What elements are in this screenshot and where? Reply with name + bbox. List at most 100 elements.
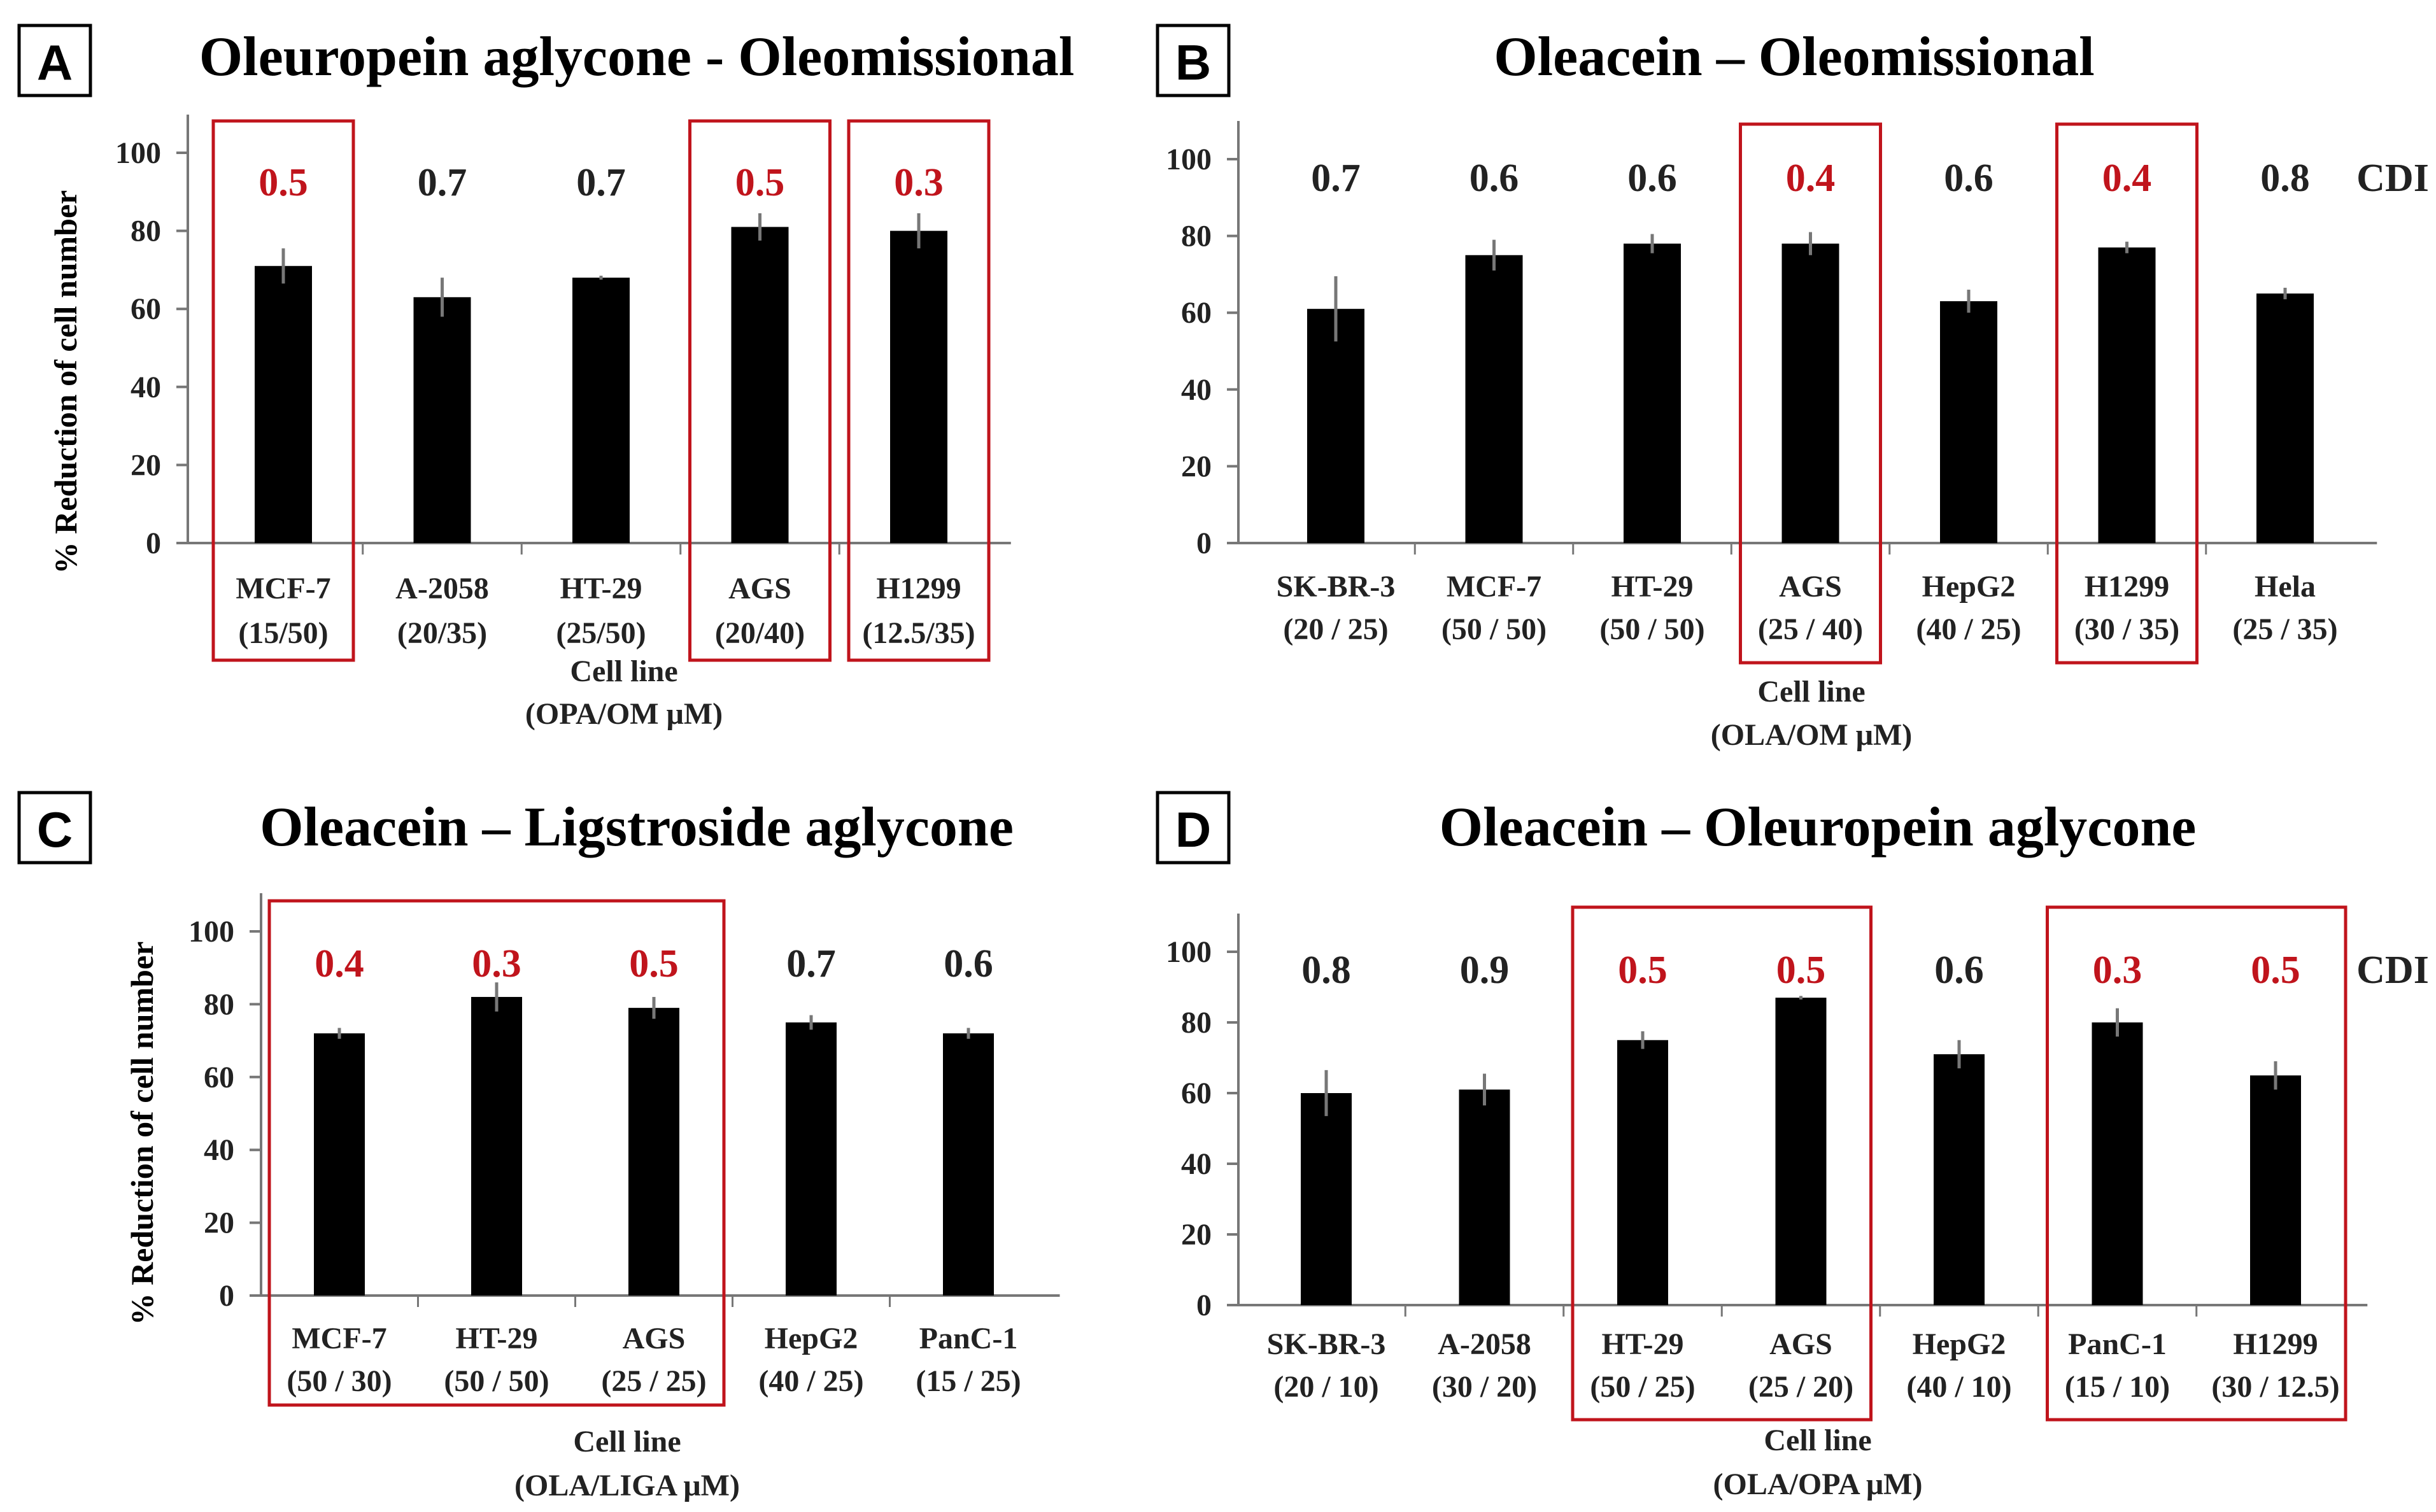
y-tick-label: 0 <box>219 1279 234 1313</box>
y-tick-label: 60 <box>204 1061 234 1094</box>
highlight-box <box>1571 905 1873 1422</box>
concentration-label: (50 / 30) <box>287 1364 392 1398</box>
concentration-label: (30 / 35) <box>2074 612 2179 646</box>
category-label: HepG2 <box>765 1322 858 1355</box>
cdi-value: 0.6 <box>1934 949 1984 992</box>
x-axis-label: Cell line <box>573 1425 681 1459</box>
concentration-label: (50 / 50) <box>1599 612 1704 646</box>
cdi-value: 0.3 <box>472 942 521 986</box>
bar-mcf-7 <box>1465 255 1523 543</box>
category-label: HT-29 <box>560 572 642 605</box>
y-tick-label: 20 <box>1181 1218 1212 1252</box>
panel-c-letter-box <box>17 791 92 865</box>
panel-a-letter-box <box>17 24 92 97</box>
category-label: Hela <box>2255 570 2316 604</box>
panel-b-letter: B <box>1175 34 1211 90</box>
concentration-label: (30 / 12.5) <box>2211 1370 2339 1404</box>
bar-panc-1 <box>943 1033 994 1296</box>
cdi-value: 0.6 <box>1469 157 1519 200</box>
y-tick-label: 100 <box>115 136 161 170</box>
panel-a-letter: A <box>37 34 73 90</box>
y-tick-label: 80 <box>131 215 161 248</box>
highlight-box <box>2055 122 2199 665</box>
concentration-label: (40 / 25) <box>1916 612 2021 646</box>
cdi-value: 0.6 <box>944 942 993 986</box>
y-tick-label: 20 <box>204 1206 234 1240</box>
cdi-value: 0.6 <box>1627 157 1677 200</box>
concentration-label: (25 / 35) <box>2232 612 2337 646</box>
cdi-value: 0.4 <box>1786 157 1836 200</box>
cdi-value: 0.8 <box>2260 157 2310 200</box>
bar-ht-29 <box>1624 243 1681 543</box>
panel-c-plot: 0 20 40 60 80 100 0.4 MCF-7 (50 / 30) 0.3 HT-29 (50… <box>188 893 1060 1502</box>
concentration-label: (25 / 20) <box>1748 1370 1853 1404</box>
x-axis-label: Cell line <box>570 654 677 688</box>
y-tick-label: 40 <box>131 371 161 404</box>
x-axis-label: Cell line <box>1764 1424 1871 1457</box>
cdi-value: 0.9 <box>1460 949 1510 992</box>
cdi-value: 0.3 <box>2093 949 2142 992</box>
cdi-label: CDI <box>2356 157 2429 200</box>
concentration-label: (15 / 10) <box>2065 1370 2170 1404</box>
y-tick-label: 0 <box>146 526 161 560</box>
concentration-label: (50 / 50) <box>444 1364 549 1398</box>
category-label: PanC-1 <box>919 1322 1018 1355</box>
category-label: AGS <box>623 1322 686 1355</box>
bar-h1299 <box>2098 247 2156 543</box>
cdi-value: 0.8 <box>1301 949 1351 992</box>
category-label: AGS <box>1779 570 1842 604</box>
concentration-label: (40 / 10) <box>1906 1370 2011 1404</box>
bar-a-2058 <box>1459 1089 1510 1305</box>
bar-sk-br-3 <box>1307 309 1364 543</box>
y-tick-label: 0 <box>1196 526 1212 560</box>
y-tick-label: 60 <box>131 292 161 326</box>
panel-a-title: Oleuropein aglycone - Oleomissional <box>199 26 1075 88</box>
y-tick-label: 40 <box>1181 373 1212 407</box>
y-tick-label: 40 <box>204 1133 234 1167</box>
highlight-box <box>847 119 991 662</box>
bar-a-2058 <box>413 297 471 543</box>
bar-ht-29 <box>572 278 630 543</box>
panel-a-plot: 0 20 40 60 80 100 0.5 MCF-7 (15/50) 0.7 A-2058 (20/… <box>115 115 1011 731</box>
category-label: HT-29 <box>1602 1327 1684 1361</box>
cdi-value: 0.5 <box>1618 949 1668 992</box>
y-tick-label: 0 <box>1196 1289 1212 1322</box>
bar-ags <box>1781 243 1839 543</box>
x-axis-label: Cell line <box>1757 675 1865 709</box>
panel-c-ylabel: % Reduction of cell number <box>124 942 160 1325</box>
bar-ags <box>731 227 789 543</box>
category-label: AGS <box>1769 1327 1832 1361</box>
cdi-value: 0.4 <box>2102 157 2152 200</box>
concentration-label: (20 / 10) <box>1273 1370 1378 1404</box>
concentration-label: (20/40) <box>715 616 805 650</box>
category-label: HepG2 <box>1913 1327 2006 1361</box>
cdi-value: 0.5 <box>735 161 785 204</box>
bar-ags <box>628 1008 679 1296</box>
panel-d-title: Oleacein – Oleuropein aglycone <box>1440 796 2197 858</box>
cdi-value: 0.5 <box>258 161 308 204</box>
y-tick-label: 60 <box>1181 296 1212 330</box>
cdi-value: 0.5 <box>629 942 679 986</box>
bar-h1299 <box>890 230 947 543</box>
cdi-value: 0.3 <box>894 161 944 204</box>
bar-h1299 <box>2250 1075 2301 1305</box>
bar-mcf-7 <box>314 1033 365 1296</box>
category-label: MCF-7 <box>236 572 330 605</box>
category-label: AGS <box>728 572 791 605</box>
y-tick-label: 20 <box>131 448 161 482</box>
bar-hela <box>2256 293 2314 543</box>
panel-d-letter: D <box>1175 802 1211 858</box>
x-axis-unit-label: (OLA/LIGA μM) <box>514 1469 740 1502</box>
panel-a: A Oleuropein aglycone - Oleomissional % … <box>17 24 1075 731</box>
bar-hepg2 <box>786 1022 837 1296</box>
x-axis-unit-label: (OLA/OM μM) <box>1711 718 1912 752</box>
concentration-label: (20/35) <box>397 616 487 650</box>
concentration-label: (12.5/35) <box>862 616 975 650</box>
bar-mcf-7 <box>255 265 312 543</box>
category-label: MCF-7 <box>1447 570 1541 604</box>
highlight-box <box>211 119 355 662</box>
y-tick-label: 20 <box>1181 449 1212 483</box>
cdi-label: CDI <box>2356 949 2429 992</box>
y-tick-label: 100 <box>1166 143 1212 176</box>
